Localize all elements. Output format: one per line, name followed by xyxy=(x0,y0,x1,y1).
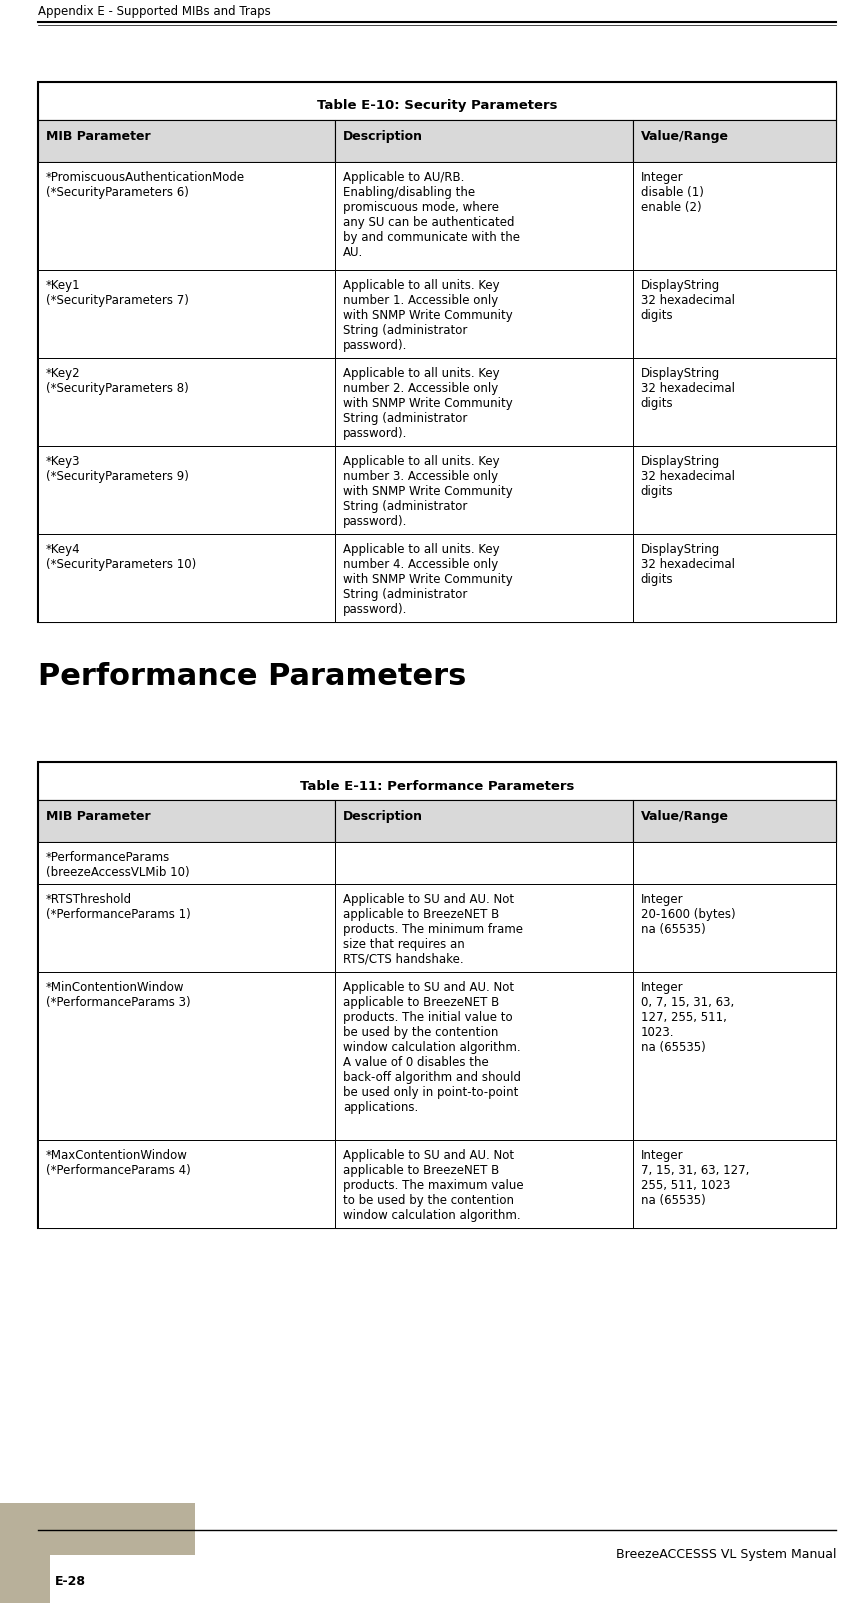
Text: Integer
disable (1)
enable (2): Integer disable (1) enable (2) xyxy=(640,172,703,213)
Bar xyxy=(632,162,836,269)
Bar xyxy=(632,534,836,622)
Bar xyxy=(632,446,836,534)
Bar xyxy=(335,842,632,883)
Text: *Key2
(*SecurityParameters 8): *Key2 (*SecurityParameters 8) xyxy=(46,367,189,394)
Text: DisplayString
32 hexadecimal
digits: DisplayString 32 hexadecimal digits xyxy=(640,279,734,322)
Bar xyxy=(335,162,632,269)
Text: DisplayString
32 hexadecimal
digits: DisplayString 32 hexadecimal digits xyxy=(640,543,734,587)
Text: *Key4
(*SecurityParameters 10): *Key4 (*SecurityParameters 10) xyxy=(46,543,196,571)
Text: *Key3
(*SecurityParameters 9): *Key3 (*SecurityParameters 9) xyxy=(46,455,189,483)
Bar xyxy=(38,883,335,971)
Bar xyxy=(38,761,836,800)
Bar xyxy=(38,534,335,622)
Bar xyxy=(632,842,836,883)
Text: Description: Description xyxy=(343,130,423,143)
Text: *Key1
(*SecurityParameters 7): *Key1 (*SecurityParameters 7) xyxy=(46,279,189,308)
Bar xyxy=(0,1504,195,1603)
Bar xyxy=(632,800,836,842)
Text: Applicable to all units. Key
number 2. Accessible only
with SNMP Write Community: Applicable to all units. Key number 2. A… xyxy=(343,367,513,439)
Text: Table E-11: Performance Parameters: Table E-11: Performance Parameters xyxy=(300,779,574,792)
Bar xyxy=(0,1555,195,1603)
Text: *MinContentionWindow
(*PerformanceParams 3): *MinContentionWindow (*PerformanceParams… xyxy=(46,981,190,1008)
Text: *PerformanceParams
(breezeAccessVLMib 10): *PerformanceParams (breezeAccessVLMib 10… xyxy=(46,851,189,878)
Bar xyxy=(632,883,836,971)
Text: *PromiscuousAuthenticationMode
(*SecurityParameters 6): *PromiscuousAuthenticationMode (*Securit… xyxy=(46,172,245,199)
Bar xyxy=(335,971,632,1140)
Text: Applicable to SU and AU. Not
applicable to BreezeNET B
products. The initial val: Applicable to SU and AU. Not applicable … xyxy=(343,981,521,1114)
Bar xyxy=(38,800,335,842)
Bar xyxy=(632,357,836,446)
Text: MIB Parameter: MIB Parameter xyxy=(46,810,151,822)
Bar xyxy=(335,446,632,534)
Text: E-28: E-28 xyxy=(55,1576,86,1589)
Text: Applicable to SU and AU. Not
applicable to BreezeNET B
products. The minimum fra: Applicable to SU and AU. Not applicable … xyxy=(343,893,522,967)
Bar xyxy=(38,120,335,162)
Bar xyxy=(632,971,836,1140)
Bar xyxy=(335,1140,632,1228)
Text: Performance Parameters: Performance Parameters xyxy=(38,662,466,691)
Text: Value/Range: Value/Range xyxy=(640,130,728,143)
Bar xyxy=(335,357,632,446)
Text: *RTSThreshold
(*PerformanceParams 1): *RTSThreshold (*PerformanceParams 1) xyxy=(46,893,191,922)
Bar xyxy=(632,120,836,162)
Text: Integer
20-1600 (bytes)
na (65535): Integer 20-1600 (bytes) na (65535) xyxy=(640,893,735,936)
Text: Value/Range: Value/Range xyxy=(640,810,728,822)
Bar xyxy=(38,82,836,622)
Text: *MaxContentionWindow
(*PerformanceParams 4): *MaxContentionWindow (*PerformanceParams… xyxy=(46,1149,191,1177)
Text: BreezeACCESSS VL System Manual: BreezeACCESSS VL System Manual xyxy=(616,1548,836,1561)
Text: MIB Parameter: MIB Parameter xyxy=(46,130,151,143)
Bar xyxy=(38,761,836,1228)
Bar xyxy=(38,269,335,357)
Text: Table E-10: Security Parameters: Table E-10: Security Parameters xyxy=(317,99,557,112)
Bar xyxy=(38,842,335,883)
Text: Applicable to AU/RB.
Enabling/disabling the
promiscuous mode, where
any SU can b: Applicable to AU/RB. Enabling/disabling … xyxy=(343,172,520,260)
Bar xyxy=(335,800,632,842)
Text: DisplayString
32 hexadecimal
digits: DisplayString 32 hexadecimal digits xyxy=(640,367,734,410)
Bar xyxy=(50,1555,195,1603)
Bar xyxy=(38,971,335,1140)
Text: Description: Description xyxy=(343,810,423,822)
Text: Applicable to all units. Key
number 4. Accessible only
with SNMP Write Community: Applicable to all units. Key number 4. A… xyxy=(343,543,513,616)
Text: Applicable to all units. Key
number 1. Accessible only
with SNMP Write Community: Applicable to all units. Key number 1. A… xyxy=(343,279,513,353)
Text: Applicable to SU and AU. Not
applicable to BreezeNET B
products. The maximum val: Applicable to SU and AU. Not applicable … xyxy=(343,1149,523,1221)
Bar xyxy=(38,162,335,269)
Bar xyxy=(335,883,632,971)
Bar xyxy=(335,534,632,622)
Bar xyxy=(38,82,836,120)
Bar xyxy=(0,1504,195,1603)
Text: Integer
0, 7, 15, 31, 63,
127, 255, 511,
1023.
na (65535): Integer 0, 7, 15, 31, 63, 127, 255, 511,… xyxy=(640,981,734,1055)
Bar xyxy=(632,1140,836,1228)
Text: Applicable to all units. Key
number 3. Accessible only
with SNMP Write Community: Applicable to all units. Key number 3. A… xyxy=(343,455,513,527)
Bar xyxy=(632,269,836,357)
Text: Integer
7, 15, 31, 63, 127,
255, 511, 1023
na (65535): Integer 7, 15, 31, 63, 127, 255, 511, 10… xyxy=(640,1149,749,1207)
Bar xyxy=(38,446,335,534)
Bar xyxy=(38,1140,335,1228)
Text: DisplayString
32 hexadecimal
digits: DisplayString 32 hexadecimal digits xyxy=(640,455,734,499)
Bar xyxy=(335,269,632,357)
Bar xyxy=(38,357,335,446)
Text: Appendix E - Supported MIBs and Traps: Appendix E - Supported MIBs and Traps xyxy=(38,5,271,18)
Bar xyxy=(335,120,632,162)
